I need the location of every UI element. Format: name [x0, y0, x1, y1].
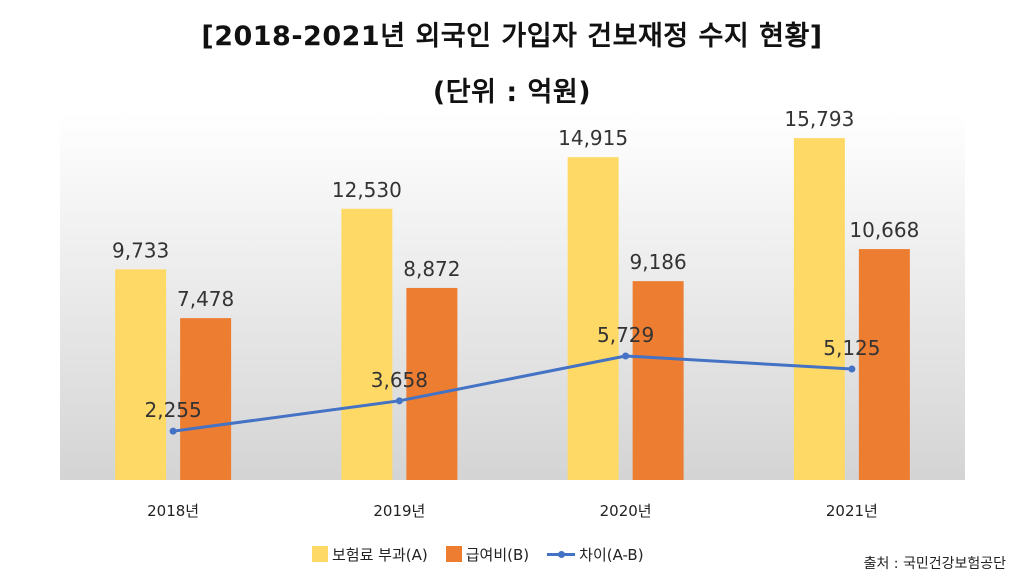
x-tick-label-2: 2019년: [373, 502, 425, 520]
line-point-difference-4: [848, 365, 856, 373]
series-line-difference: [172, 354, 852, 433]
data-label-benefits-3: 9,186: [629, 250, 686, 274]
x-tick-label-3: 2020년: [600, 502, 652, 520]
data-label-premium-4: 15,793: [784, 107, 854, 131]
legend-item-benefits: 급여비(B): [445, 544, 530, 565]
data-label-benefits-1: 7,478: [177, 287, 234, 311]
bar-benefits-1: [180, 318, 232, 480]
line-point-difference-2: [395, 397, 403, 405]
line-point-difference-3: [622, 352, 630, 360]
x-tick-label-4: 2021년: [826, 502, 878, 520]
legend-label-premium: 보험료 부과(A): [332, 545, 428, 564]
bar-benefits-4: [858, 249, 910, 480]
chart-subtitle: (단위 : 억원): [432, 77, 592, 108]
data-label-premium-3: 14,915: [558, 126, 628, 150]
bar-premium-3: [567, 157, 619, 480]
legend-swatch-difference: [547, 546, 576, 562]
x-tick-label-1: 2018년: [147, 502, 199, 520]
data-label-difference-4: 5,125: [823, 336, 880, 360]
chart-title: [2018-2021년 외국인 가입자 건보재정 수지 현황]: [201, 21, 823, 52]
legend-swatch-premium: [312, 546, 328, 562]
legend-item-difference: 차이(A-B): [547, 544, 644, 565]
data-label-difference-2: 3,658: [371, 368, 428, 392]
legend-label-benefits: 급여비(B): [465, 545, 530, 564]
legend-swatch-benefits: [445, 546, 462, 562]
bar-benefits-3: [632, 281, 684, 480]
legend: 보험료 부과(A) 급여비(B) 차이(A-B): [312, 540, 644, 568]
bar-premium-1: [115, 269, 167, 480]
data-label-benefits-2: 8,872: [403, 257, 460, 281]
line-point-difference-1: [169, 427, 177, 435]
bar-benefits-2: [406, 287, 458, 480]
data-label-difference-3: 5,729: [597, 323, 654, 347]
data-label-difference-1: 2,255: [144, 398, 201, 422]
legend-label-difference: 차이(A-B): [579, 545, 644, 564]
bar-premium-4: [793, 138, 845, 481]
source-note: 출처 : 국민건강보험공단: [863, 556, 1006, 572]
data-label-premium-2: 12,530: [332, 178, 402, 202]
data-label-premium-1: 9,733: [112, 238, 169, 262]
legend-item-premium: 보험료 부과(A): [312, 544, 428, 565]
bar-premium-2: [341, 208, 393, 480]
data-label-benefits-4: 10,668: [849, 218, 919, 242]
